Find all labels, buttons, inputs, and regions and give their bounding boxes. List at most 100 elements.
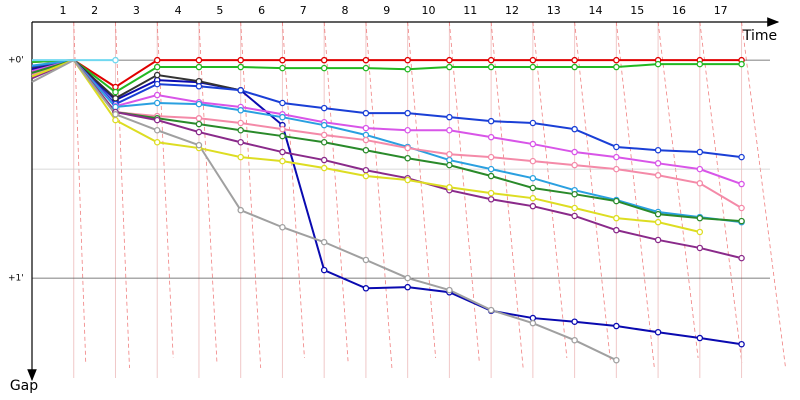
lap-point — [613, 165, 620, 173]
lap-point — [404, 109, 411, 117]
lap-point — [529, 119, 537, 127]
lap-point — [404, 274, 411, 282]
lap-guide — [323, 21, 349, 364]
lap-point — [446, 156, 453, 164]
lap-point — [738, 180, 745, 188]
lap-point — [696, 228, 704, 236]
lap-label: 15 — [630, 4, 644, 17]
lap-point — [446, 150, 453, 158]
lap-point — [613, 214, 620, 222]
lap-point — [529, 184, 537, 192]
lap-point — [654, 172, 662, 179]
lap-point — [112, 111, 119, 118]
lap-point — [112, 95, 119, 102]
lap-point — [112, 116, 119, 124]
lap-point — [487, 117, 495, 125]
lap-point — [487, 172, 495, 180]
lap-point — [696, 214, 704, 222]
lap-point — [696, 60, 704, 68]
lap-point — [529, 63, 537, 71]
lap-guide — [365, 21, 393, 369]
lap-point — [404, 283, 411, 291]
lap-point — [487, 165, 495, 173]
lap-label: 4 — [175, 4, 182, 17]
lap-point — [237, 56, 244, 64]
lap-point — [237, 138, 244, 146]
lap-point — [696, 244, 704, 252]
lap-point — [613, 63, 620, 71]
lap-label: 8 — [342, 4, 349, 17]
lap-point — [696, 148, 704, 156]
lap-point — [529, 174, 537, 182]
lap-point — [613, 197, 620, 205]
lap-point — [529, 202, 537, 210]
lap-point — [446, 286, 453, 294]
lap-point — [237, 127, 244, 134]
lap-point — [237, 206, 244, 214]
lap-point — [362, 136, 370, 144]
lap-point — [446, 56, 453, 64]
lap-point — [320, 238, 328, 246]
y-tick-label: +1' — [8, 274, 24, 284]
lap-point — [320, 104, 328, 112]
lap-point — [446, 161, 453, 169]
lap-point — [404, 56, 411, 64]
lap-point — [487, 133, 495, 141]
lap-point — [487, 306, 495, 314]
lap-label: 14 — [588, 4, 602, 17]
lap-point — [696, 165, 704, 173]
lap-point — [446, 127, 453, 134]
lap-point — [195, 77, 203, 85]
lap-point — [153, 71, 161, 79]
lap-point — [320, 164, 328, 172]
lap-point — [613, 143, 620, 151]
lap-point — [738, 60, 745, 68]
lap-point — [195, 63, 203, 71]
lap-point — [738, 254, 745, 262]
lap-point — [112, 83, 119, 91]
lap-point — [571, 161, 578, 169]
lap-point — [237, 119, 244, 127]
lap-guide — [490, 21, 524, 369]
lap-point — [362, 131, 370, 139]
series-line — [31, 59, 742, 159]
lap-point — [279, 132, 286, 140]
lap-point — [362, 256, 370, 264]
lap-point — [153, 56, 161, 64]
lap-point — [738, 204, 745, 212]
lap-label: 12 — [505, 4, 519, 17]
lap-point — [195, 120, 203, 128]
lap-point — [654, 236, 662, 244]
lap-point — [195, 83, 203, 90]
lap-point — [738, 340, 745, 348]
lap-point — [571, 56, 578, 64]
lap-point — [487, 56, 495, 64]
lap-point — [487, 196, 495, 203]
lap-guide — [73, 21, 87, 364]
series-line — [31, 58, 742, 223]
lap-label: 11 — [463, 4, 477, 17]
lap-point — [529, 140, 537, 148]
lap-point — [613, 322, 620, 330]
lap-point — [237, 153, 244, 161]
lap-point — [404, 176, 411, 184]
lap-point — [320, 156, 328, 164]
lap-point — [654, 146, 662, 154]
lap-point — [738, 153, 745, 161]
lap-point — [529, 314, 537, 322]
lap-label: 16 — [672, 4, 686, 17]
lap-point — [153, 99, 161, 107]
lap-guide — [741, 21, 786, 369]
lap-point — [571, 190, 578, 198]
lap-label: 1 — [60, 4, 67, 17]
lap-point — [320, 121, 328, 129]
lap-point — [195, 56, 203, 64]
lap-point — [320, 138, 328, 146]
series-line — [31, 58, 742, 260]
lap-point — [571, 318, 578, 325]
lap-guide — [115, 21, 130, 369]
lap-point — [571, 204, 578, 212]
lap-point — [529, 319, 537, 327]
lap-point — [654, 328, 662, 336]
lap-point — [195, 100, 203, 108]
